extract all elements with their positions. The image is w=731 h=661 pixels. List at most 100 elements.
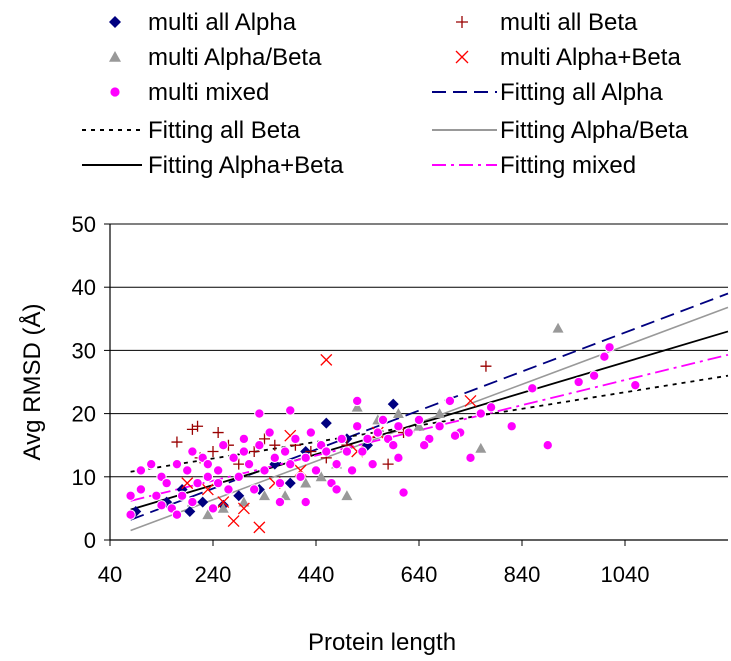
legend-item-fitting-alpha-beta-label: Fitting Alpha/Beta [500,117,689,144]
point-2-12 [392,408,404,418]
point-1-15 [382,458,394,470]
point-3-4 [237,502,250,515]
point-4-73 [352,395,363,407]
fit-line-fitting-all-alpha [130,292,729,521]
point-4-38 [321,446,332,457]
y-tick-label-1: 10 [72,465,96,490]
point-4-53 [398,487,409,498]
point-4-23 [243,458,255,470]
x-tick-labels: 40 240 440 640 840 1040 [98,562,650,587]
legend-item-fitting-alpha-beta: Fitting Alpha/Beta [432,117,689,144]
point-4-57 [434,421,445,432]
point-4-35 [305,427,317,438]
point-2-9 [341,490,353,501]
legend-item-fitting-all-beta-label: Fitting all Beta [148,117,301,144]
point-1-1 [186,423,198,435]
point-4-71 [254,408,265,419]
fit-line-fitting-alpha-beta [130,330,729,511]
point-4-9 [176,490,188,501]
point-4-30 [279,446,291,457]
point-1-9 [259,433,270,445]
point-2-7 [315,471,327,482]
series-multi-mixed [125,342,641,520]
point-3-1 [201,483,214,496]
x-tick-label-1: 240 [195,562,232,587]
point-2-14 [434,408,446,418]
point-4-72 [285,405,296,416]
point-3-3 [227,515,240,527]
point-4-55 [413,414,425,426]
fit-line-fitting-all-beta [130,374,729,473]
point-1-5 [212,427,224,439]
point-3-9 [320,353,333,366]
point-2-1 [202,509,214,520]
point-4-52 [393,421,404,432]
point-4-24 [249,484,260,495]
legend-item-multi-alpha-beta: multi Alpha/Beta [109,44,322,71]
point-2-16 [552,322,564,333]
y-tick-label-4: 40 [72,275,96,300]
point-1-8 [248,446,260,458]
point-4-46 [362,433,373,445]
point-4-67 [588,370,600,381]
x-tick-label-3: 640 [401,562,438,587]
point-4-2 [135,484,147,495]
point-0-6 [233,490,245,502]
point-4-68 [599,351,610,362]
point-4-10 [182,465,193,476]
point-4-13 [192,477,203,489]
legend-item-multi-alpha-beta-label: multi Alpha/Beta [148,44,322,71]
point-2-4 [259,490,270,501]
point-1-17 [480,360,492,372]
y-axis-label: Avg RMSD (Å) [18,304,46,461]
point-4-75 [238,433,250,445]
point-4-31 [285,458,296,470]
point-4-16 [207,503,219,514]
data-points [125,322,641,534]
legend-item-multi-alpha-beta-label: multi Alpha+Beta [500,44,681,71]
point-4-51 [388,440,399,451]
point-4-69 [604,342,615,353]
point-4-58 [444,395,456,407]
point-1-12 [305,446,317,458]
point-4-25 [254,440,265,451]
point-4-85 [449,430,461,441]
fit-lines [130,292,729,532]
legend-item-fitting-all-alpha: Fitting all Alpha [432,79,663,106]
point-4-83 [393,452,404,464]
point-4-27 [264,427,275,438]
legend-item-fitting-all-alpha-label: Fitting all Alpha [500,79,663,106]
point-2-6 [300,477,312,488]
point-4-79 [300,496,311,508]
legend-item-fitting-mixed: Fitting mixed [432,152,636,179]
legend-item-multi-mixed-label: multi mixed [148,79,269,106]
point-1-2 [192,420,204,432]
y-tick-labels: 0 10 20 30 40 50 [72,212,96,553]
point-3-5 [253,521,266,534]
plot-area: 40 240 440 640 840 1040 0 10 20 30 40 50 [72,212,729,587]
point-2-10 [351,401,363,412]
point-4-48 [372,427,383,438]
point-4-78 [274,496,286,508]
point-4-70 [630,379,641,391]
point-2-2 [217,502,229,513]
point-4-80 [156,500,167,511]
point-4-8 [171,458,183,470]
x-tick-label-4: 840 [504,562,541,587]
point-4-42 [341,446,353,457]
point-4-66 [573,376,584,388]
legend-item-multi-all-beta: multi all Beta [456,9,638,36]
point-4-74 [212,477,224,489]
point-0-14 [387,398,399,410]
legend-item-multi-all-beta-symbol [456,16,468,28]
point-4-26 [259,465,270,476]
point-3-12 [464,395,477,407]
point-4-6 [161,477,172,489]
legend-item-multi-alpha-beta: multi Alpha+Beta [455,44,681,71]
point-4-41 [336,433,347,445]
point-0-9 [284,477,296,489]
point-1-0 [171,436,183,448]
gridlines [110,223,728,478]
point-2-3 [238,496,250,507]
